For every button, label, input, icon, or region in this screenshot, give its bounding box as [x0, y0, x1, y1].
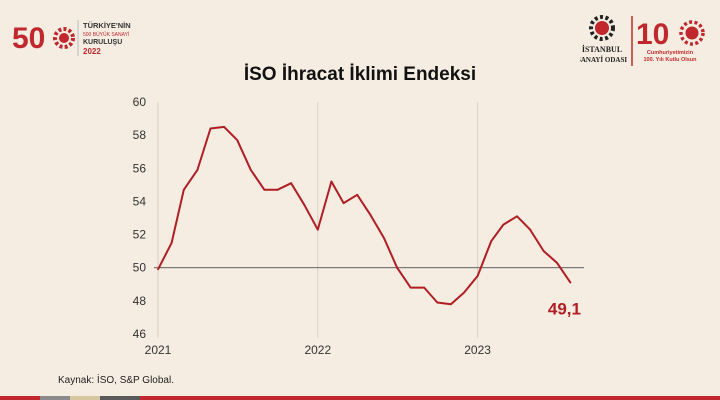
data-point	[529, 228, 532, 231]
y-tick-label: 46	[133, 327, 147, 341]
logo-line2: 500 BÜYÜK SANAYİ	[83, 31, 129, 38]
x-tick-label: 2022	[304, 343, 331, 357]
strip-segment	[70, 396, 100, 400]
data-point	[516, 215, 518, 218]
data-point	[555, 261, 558, 264]
data-point	[569, 281, 572, 284]
strip-segment	[140, 396, 720, 400]
logo-line1: TÜRKİYE'NİN	[83, 21, 131, 30]
logo-dot	[59, 33, 69, 43]
org-line2: SANAYİ ODASI	[580, 56, 627, 64]
data-point	[249, 169, 252, 171]
data-point	[276, 188, 279, 191]
data-point	[342, 202, 345, 204]
centennial-line1: Cumhuriyetimizin	[647, 50, 694, 56]
strip-segment	[0, 396, 40, 400]
series-line-export-climate	[157, 125, 572, 306]
centennial-gear-icon	[679, 20, 705, 46]
source-note: Kaynak: İSO, S&P Global.	[58, 375, 174, 386]
data-point	[542, 250, 545, 253]
logo-500-number: 50	[12, 22, 45, 55]
y-tick-label: 48	[133, 294, 147, 308]
data-point	[356, 193, 359, 196]
org-line1: İSTANBUL	[582, 44, 622, 54]
chart-grid	[157, 102, 479, 338]
data-point	[209, 127, 212, 130]
y-axis: 46 48 50 52 54 56 58 60	[133, 95, 147, 341]
data-point	[316, 228, 319, 231]
data-point	[196, 169, 199, 171]
data-point	[157, 268, 159, 271]
data-point	[476, 275, 479, 277]
y-tick-label: 52	[133, 228, 147, 242]
data-point	[236, 139, 239, 142]
data-point	[450, 303, 452, 306]
bottom-color-strip	[0, 396, 720, 400]
data-point	[182, 188, 185, 191]
series-points	[157, 125, 572, 306]
y-tick-label: 50	[133, 261, 147, 275]
data-point	[223, 125, 226, 128]
data-point	[263, 188, 266, 191]
gear-icon	[53, 27, 75, 49]
x-axis: 2021 2022 2023	[145, 343, 492, 357]
data-point	[303, 203, 306, 206]
data-point	[290, 182, 292, 185]
y-tick-label: 58	[133, 128, 147, 142]
data-point	[436, 301, 439, 304]
y-tick-label: 56	[133, 161, 147, 175]
data-point	[369, 213, 372, 216]
y-tick-label: 54	[133, 194, 147, 208]
turkiye-500-logo: 50 TÜRKİYE'NİN 500 BÜYÜK SANAYİ KURULUŞU…	[12, 20, 131, 56]
strip-segment	[40, 396, 70, 400]
centennial-line2: 100. Yılı Kutlu Olsun	[643, 57, 697, 63]
chart-title: İSO İhracat İklimi Endeksi	[244, 64, 476, 85]
iso-100-logo: İSTANBUL SANAYİ ODASI 10 Cumhuriyetimizi…	[580, 15, 705, 66]
logo-line3: KURULUŞU	[83, 39, 122, 46]
centennial-number: 10	[636, 18, 669, 51]
last-value-label: 49,1	[548, 300, 581, 319]
logo-year: 2022	[83, 47, 101, 56]
data-point	[463, 291, 465, 294]
data-point	[383, 236, 385, 239]
data-point	[409, 286, 412, 289]
iso-gear-icon	[589, 15, 615, 41]
data-point	[396, 266, 398, 269]
x-tick-label: 2023	[464, 343, 491, 357]
data-point	[170, 241, 173, 244]
strip-segment	[100, 396, 140, 400]
data-point	[502, 223, 505, 226]
x-tick-label: 2021	[145, 343, 172, 357]
data-point	[330, 180, 333, 183]
data-point	[423, 286, 426, 289]
y-tick-label: 60	[133, 95, 147, 109]
data-point	[490, 240, 493, 243]
